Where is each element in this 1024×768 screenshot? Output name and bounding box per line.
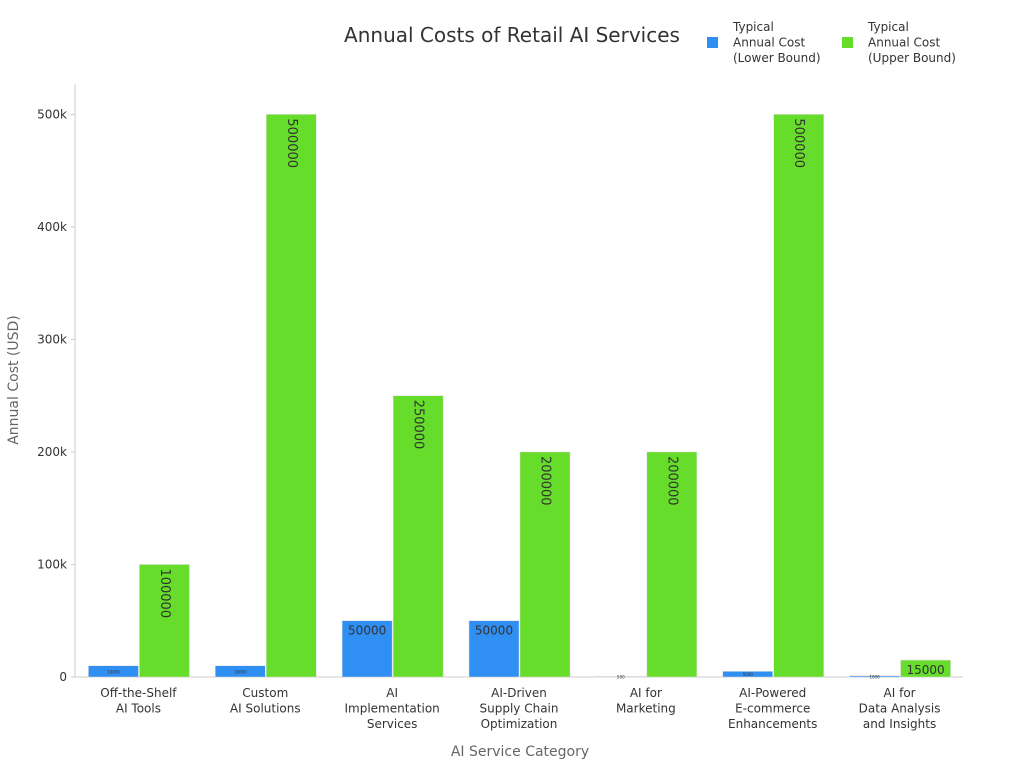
- x-axis-title: AI Service Category: [451, 744, 589, 760]
- x-tick-label: AI for Marketing: [616, 686, 676, 716]
- data-label: 10000: [107, 669, 120, 674]
- bar: [341, 620, 393, 678]
- data-label: 1000: [869, 674, 880, 679]
- bar: [468, 620, 520, 678]
- y-tick-label: 400k: [37, 220, 67, 234]
- bar: [392, 395, 444, 678]
- data-label: 200000: [664, 456, 679, 506]
- y-tick-label: 100k: [37, 557, 67, 571]
- x-tick-label: AI for Data Analysis and Insights: [859, 686, 941, 731]
- bar: [722, 671, 773, 678]
- bar: [215, 665, 266, 678]
- x-tick-label: Custom AI Solutions: [230, 686, 301, 716]
- x-tick-label: Off-the-Shelf AI Tools: [100, 686, 177, 716]
- data-label: 250000: [411, 400, 426, 450]
- bar: [900, 659, 951, 678]
- bar: [646, 451, 698, 678]
- bar: [266, 114, 317, 678]
- x-tick-label: AI-Powered E-commerce Enhancements: [728, 686, 817, 731]
- bar: [139, 564, 190, 678]
- y-axis-title: Annual Cost (USD): [6, 315, 22, 445]
- bar: [595, 676, 647, 678]
- bar: [88, 665, 139, 678]
- legend-swatch: [842, 37, 853, 48]
- y-tick-label: 300k: [37, 332, 67, 346]
- data-label: 50000: [348, 624, 386, 638]
- data-label: 50000: [475, 624, 513, 638]
- x-tick-label: AI Implementation Services: [344, 686, 439, 731]
- data-label: 500000: [791, 118, 806, 168]
- data-label: 100000: [157, 568, 172, 618]
- data-label: 5000: [743, 672, 754, 677]
- bar: [519, 451, 571, 678]
- legend-label: Typical Annual Cost (Upper Bound): [867, 20, 956, 65]
- data-label: 500000: [284, 118, 299, 168]
- y-tick-label: 0: [59, 670, 67, 684]
- data-label: 500: [617, 675, 625, 680]
- data-label: 10000: [234, 669, 247, 674]
- x-tick-label: AI-Driven Supply Chain Optimization: [480, 686, 559, 731]
- chart-title: Annual Costs of Retail AI Services: [344, 23, 680, 47]
- bar: [773, 114, 824, 678]
- legend-swatch: [707, 37, 718, 48]
- y-tick-label: 500k: [37, 107, 67, 121]
- legend-label: Typical Annual Cost (Lower Bound): [732, 20, 821, 65]
- data-label: 200000: [538, 456, 553, 506]
- data-label: 15000: [906, 663, 944, 677]
- bar: [849, 675, 900, 678]
- y-tick-label: 200k: [37, 445, 67, 459]
